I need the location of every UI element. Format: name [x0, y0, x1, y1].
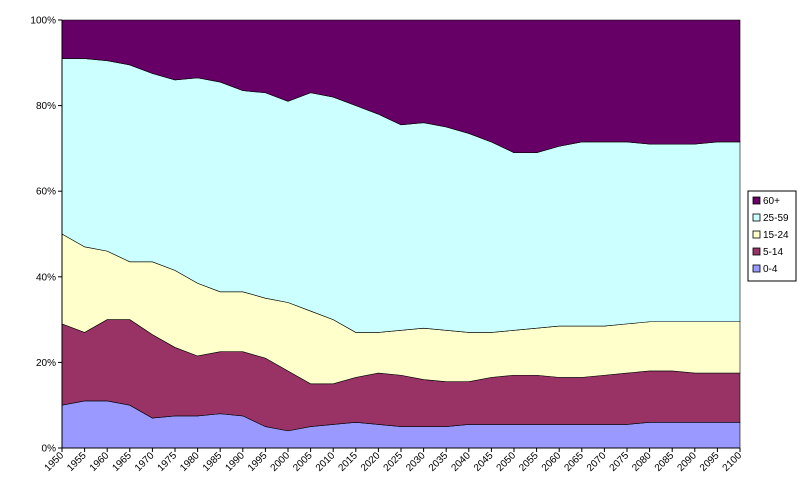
legend: 60+ 25-59 15-24 5-14 0-4 — [747, 190, 797, 282]
area-series-60- — [61, 19, 741, 153]
x-tick-label: 1980 — [178, 450, 202, 474]
x-axis-tick-labels: 1950 1955 1960 1965 1970 1975 1980 1985 1990 1995… — [43, 448, 745, 474]
legend-swatch — [752, 247, 761, 256]
x-tick-label: 2045 — [472, 450, 496, 474]
x-tick-label: 2020 — [359, 450, 383, 474]
x-tick-label: 2010 — [314, 450, 338, 474]
y-tick-label: 60% — [36, 187, 56, 198]
x-tick-label: 2000 — [269, 450, 293, 474]
x-tick-label: 1970 — [133, 450, 157, 474]
x-tick-label: 2095 — [698, 450, 722, 474]
legend-swatch — [752, 264, 761, 273]
x-tick-label: 2080 — [630, 450, 654, 474]
x-tick-label: 2100 — [721, 450, 745, 474]
x-tick-label: 1960 — [88, 450, 112, 474]
x-tick-label: 2040 — [449, 450, 473, 474]
x-tick-label: 2005 — [291, 450, 315, 474]
x-tick-label: 2025 — [382, 450, 406, 474]
x-tick-label: 2065 — [562, 450, 586, 474]
x-tick-label: 1990 — [223, 450, 247, 474]
y-tick-label: 20% — [36, 358, 56, 369]
x-tick-label: 2030 — [404, 450, 428, 474]
x-tick-label: 2090 — [675, 450, 699, 474]
x-tick-label: 1975 — [156, 450, 180, 474]
y-tick-label: 100% — [30, 16, 56, 27]
legend-swatch — [752, 196, 761, 205]
legend-label: 25-59 — [763, 213, 789, 224]
legend-label: 60+ — [763, 196, 780, 207]
x-tick-label: 2015 — [336, 450, 360, 474]
legend-label: 5-14 — [763, 247, 783, 258]
y-tick-label: 80% — [36, 101, 56, 112]
y-tick-label: 0% — [42, 444, 57, 455]
legend-label: 0-4 — [763, 264, 778, 275]
legend-label: 15-24 — [763, 230, 789, 241]
x-tick-label: 2075 — [608, 450, 632, 474]
x-tick-label: 2060 — [540, 450, 564, 474]
legend-swatch — [752, 213, 761, 222]
x-tick-label: 2055 — [517, 450, 541, 474]
x-tick-label: 2035 — [427, 450, 451, 474]
x-tick-label: 1985 — [201, 450, 225, 474]
y-axis-tick-labels: 0% 20% 40% 60% 80% 100% — [30, 16, 62, 455]
x-tick-label: 2085 — [653, 450, 677, 474]
legend-swatch — [752, 230, 761, 239]
x-tick-label: 2050 — [495, 450, 519, 474]
x-tick-label: 1965 — [110, 450, 134, 474]
x-tick-label: 2070 — [585, 450, 609, 474]
x-tick-label: 1995 — [246, 450, 270, 474]
y-tick-label: 40% — [36, 272, 56, 283]
stacked-areas — [61, 19, 741, 449]
x-tick-label: 1955 — [65, 450, 89, 474]
